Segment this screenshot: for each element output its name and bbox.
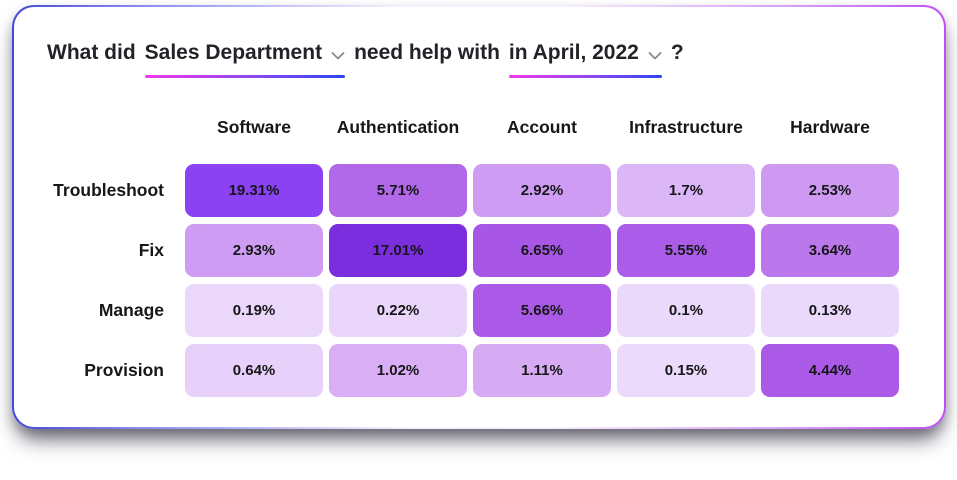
department-dropdown[interactable]: Sales Department xyxy=(144,37,346,78)
heatmap-card: What did Sales Department need help with… xyxy=(12,5,946,429)
chevron-down-icon xyxy=(648,52,662,60)
row-label-manage: Manage xyxy=(98,300,164,320)
heatmap-cell-manage-authentication[interactable]: 0.22% xyxy=(329,284,467,337)
column-header-authentication: Authentication xyxy=(336,117,460,137)
row-label-fix: Fix xyxy=(138,240,164,260)
heatmap-cell-provision-authentication[interactable]: 1.02% xyxy=(329,344,467,397)
heatmap-cell-fix-account[interactable]: 6.65% xyxy=(473,224,611,277)
question-title: What did Sales Department need help with… xyxy=(47,37,914,78)
heatmap-cell-manage-hardware[interactable]: 0.13% xyxy=(761,284,899,337)
period-dropdown[interactable]: in April, 2022 xyxy=(508,37,662,78)
corner-spacer xyxy=(47,113,179,157)
column-header-account: Account xyxy=(507,117,577,137)
heatmap-cell-provision-infrastructure[interactable]: 0.15% xyxy=(617,344,755,397)
title-suffix: ? xyxy=(670,41,684,64)
card-body: What did Sales Department need help with… xyxy=(14,7,944,427)
heatmap-cell-troubleshoot-authentication[interactable]: 5.71% xyxy=(329,164,467,217)
heatmap-cell-fix-infrastructure[interactable]: 5.55% xyxy=(617,224,755,277)
row-label-troubleshoot: Troubleshoot xyxy=(53,180,164,200)
heatmap-cell-provision-account[interactable]: 1.11% xyxy=(473,344,611,397)
heatmap-cell-fix-authentication[interactable]: 17.01% xyxy=(329,224,467,277)
column-header-infrastructure: Infrastructure xyxy=(629,117,743,137)
heatmap-cell-provision-software[interactable]: 0.64% xyxy=(185,344,323,397)
column-header-software: Software xyxy=(217,117,291,137)
heatmap-cell-provision-hardware[interactable]: 4.44% xyxy=(761,344,899,397)
heatmap-cell-troubleshoot-account[interactable]: 2.92% xyxy=(473,164,611,217)
heatmap-cell-troubleshoot-infrastructure[interactable]: 1.7% xyxy=(617,164,755,217)
heatmap-cell-troubleshoot-hardware[interactable]: 2.53% xyxy=(761,164,899,217)
title-prefix: What did xyxy=(47,41,136,64)
chevron-down-icon xyxy=(331,52,345,60)
dropdown-underline xyxy=(508,75,662,78)
heatmap-cell-manage-software[interactable]: 0.19% xyxy=(185,284,323,337)
column-header-hardware: Hardware xyxy=(790,117,870,137)
heatmap-grid: Software Authentication Account Infrastruct… xyxy=(47,113,914,397)
heatmap-cell-manage-account[interactable]: 5.66% xyxy=(473,284,611,337)
title-middle: need help with xyxy=(354,41,500,64)
dropdown-underline xyxy=(144,75,346,78)
row-label-provision: Provision xyxy=(84,360,164,380)
heatmap-cell-fix-software[interactable]: 2.93% xyxy=(185,224,323,277)
period-dropdown-value: in April, 2022 xyxy=(508,41,639,64)
heatmap-cell-troubleshoot-software[interactable]: 19.31% xyxy=(185,164,323,217)
department-dropdown-value: Sales Department xyxy=(144,41,323,64)
heatmap-cell-fix-hardware[interactable]: 3.64% xyxy=(761,224,899,277)
heatmap-cell-manage-infrastructure[interactable]: 0.1% xyxy=(617,284,755,337)
